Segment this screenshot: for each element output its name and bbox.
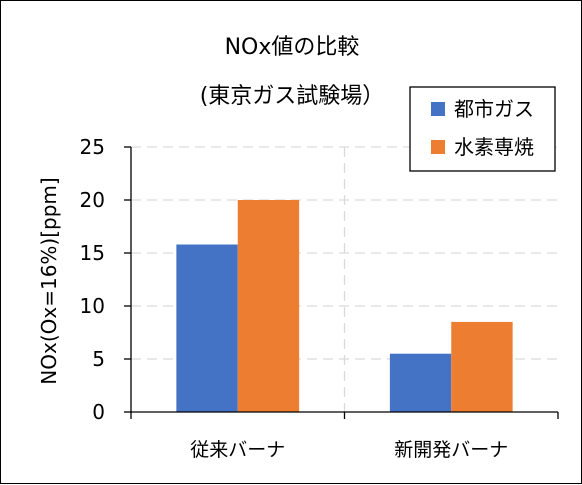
legend-box xyxy=(409,86,556,172)
bar xyxy=(237,200,300,412)
bars xyxy=(176,200,513,412)
bar xyxy=(389,353,452,412)
y-tick-label: 10 xyxy=(80,294,105,318)
y-tick-label: 20 xyxy=(80,188,105,212)
legend-swatch xyxy=(431,140,445,154)
legend-label: 都市ガス xyxy=(454,97,534,121)
chart-title: NOx値の比較 xyxy=(225,35,360,60)
y-tick-label: 5 xyxy=(92,347,105,371)
y-axis-title: NOx(Ox=16%)[ppm] xyxy=(37,177,61,384)
bar xyxy=(451,321,513,412)
legend-label: 水素専焼 xyxy=(454,135,534,159)
y-tick-label: 15 xyxy=(80,241,105,265)
chart-subtitle: (東京ガス試験場） xyxy=(200,84,385,109)
x-category-label: 従来バーナ xyxy=(190,439,285,461)
y-tick-label: 25 xyxy=(80,135,105,159)
x-category-label: 新開発バーナ xyxy=(394,439,508,461)
axes: 0 5 10 15 20 25 従来バーナ 新開発バーナ xyxy=(80,135,559,461)
legend-swatch xyxy=(431,102,445,116)
bar xyxy=(176,244,238,412)
y-tick-label: 0 xyxy=(92,400,105,424)
